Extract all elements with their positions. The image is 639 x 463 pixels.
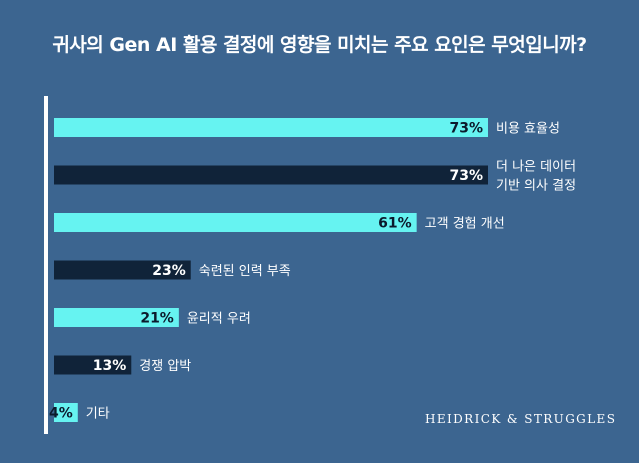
bar-value-label: 21% (140, 311, 174, 327)
category-label: 더 나은 데이터 (496, 160, 576, 175)
bar (54, 165, 488, 185)
bar-value-label: 4% (49, 406, 73, 422)
category-label: 윤리적 우려 (187, 312, 251, 327)
bar (54, 260, 191, 280)
bar (54, 403, 78, 422)
category-label: 기반 의사 결정 (496, 179, 576, 194)
bar-value-label: 13% (93, 358, 127, 374)
bar-value-label: 61% (378, 216, 412, 232)
bar (54, 213, 417, 232)
bar-value-label: 73% (449, 168, 483, 184)
bar-value-label: 23% (152, 263, 186, 279)
bar (54, 118, 488, 137)
bar (54, 308, 179, 327)
category-label: 비용 효율성 (496, 122, 560, 137)
category-label: 숙련된 인력 부족 (199, 264, 291, 279)
bar-value-label: 73% (449, 121, 483, 137)
category-label: 고객 경험 개선 (425, 217, 505, 232)
chart-title: 귀사의 Gen AI 활용 결정에 영향을 미치는 주요 요인은 무엇입니까? (52, 34, 587, 56)
category-label: 경쟁 압박 (139, 359, 191, 374)
bar (54, 355, 132, 375)
category-label: 기타 (86, 407, 110, 422)
brand-logo: HEIDRICK & STRUGGLES (425, 412, 617, 426)
